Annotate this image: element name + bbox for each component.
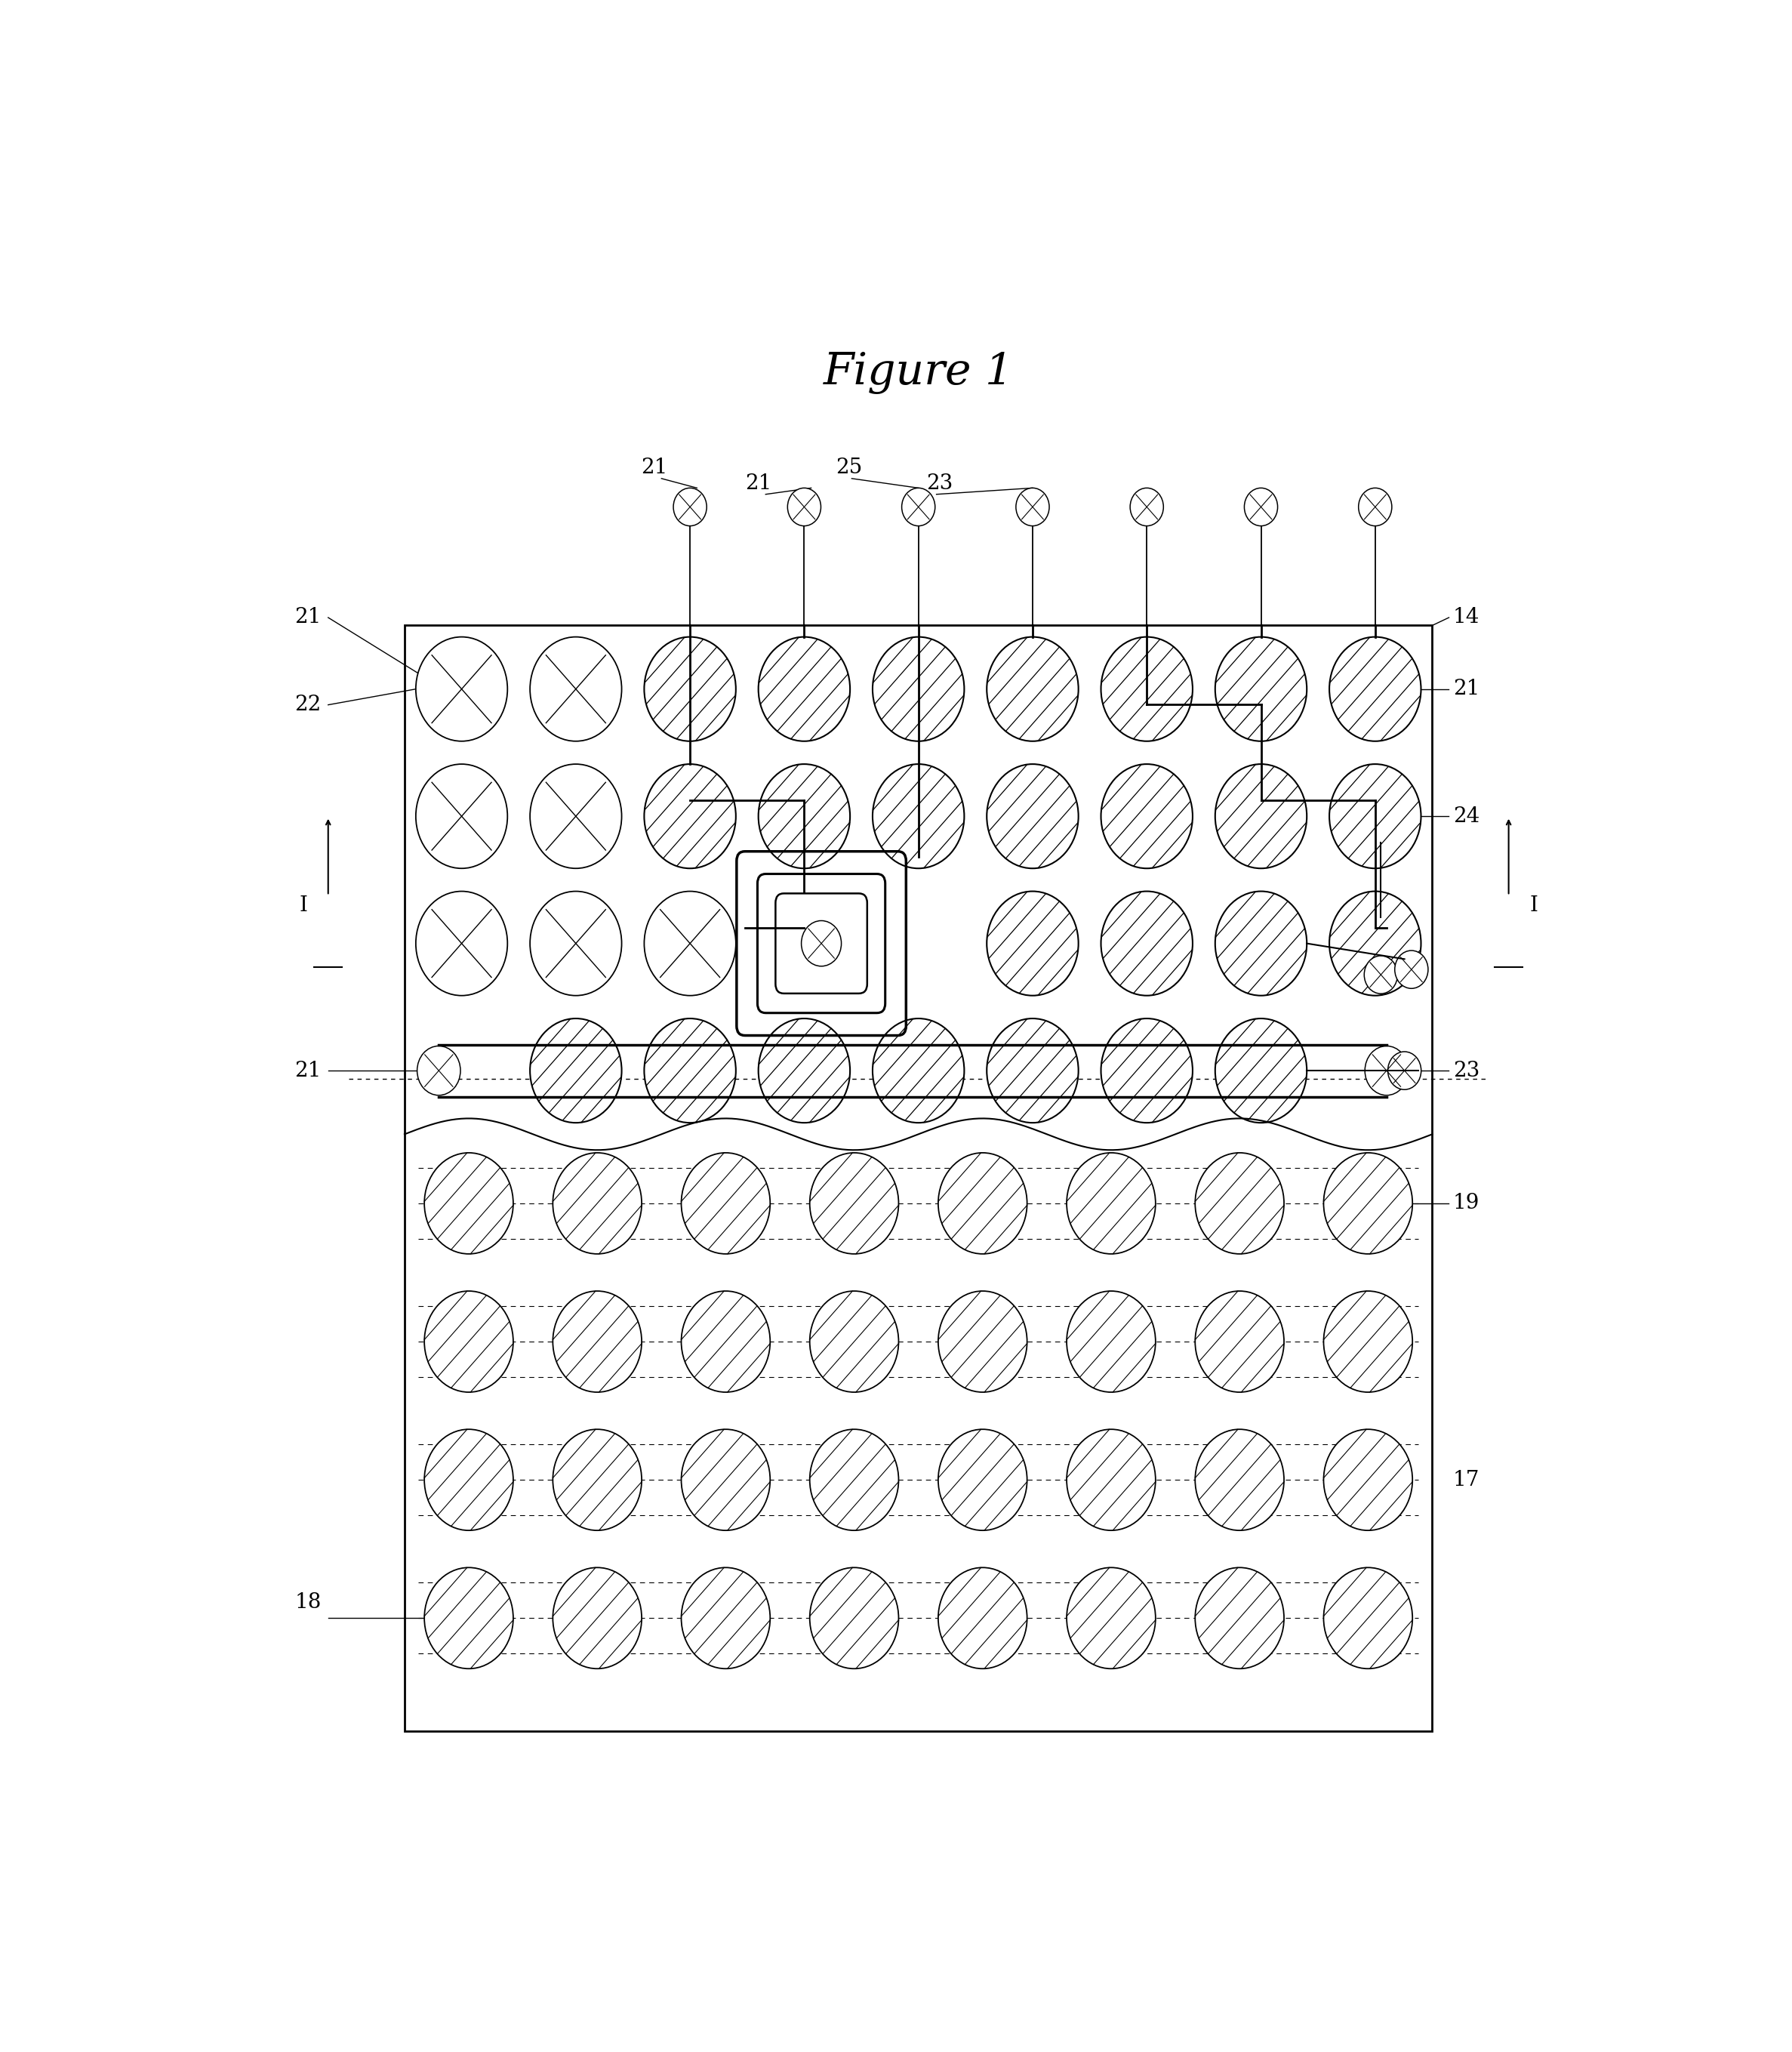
- Text: 24: 24: [1453, 806, 1480, 827]
- Text: I: I: [299, 895, 306, 915]
- Circle shape: [1330, 891, 1421, 995]
- Circle shape: [987, 763, 1079, 868]
- Circle shape: [530, 763, 622, 868]
- Circle shape: [1066, 1430, 1156, 1531]
- Circle shape: [552, 1291, 642, 1391]
- Text: 21: 21: [294, 607, 321, 628]
- Circle shape: [416, 891, 507, 995]
- Text: 21: 21: [294, 1061, 321, 1081]
- Circle shape: [425, 1568, 513, 1668]
- Circle shape: [1066, 1153, 1156, 1254]
- Text: I: I: [1530, 895, 1538, 915]
- Text: 25: 25: [835, 458, 862, 478]
- Circle shape: [1100, 763, 1193, 868]
- Circle shape: [873, 1018, 964, 1122]
- Circle shape: [643, 636, 737, 741]
- Circle shape: [530, 636, 622, 741]
- Circle shape: [681, 1568, 771, 1668]
- Circle shape: [1366, 1047, 1409, 1096]
- Circle shape: [530, 1018, 622, 1122]
- Circle shape: [801, 921, 840, 966]
- Circle shape: [1358, 488, 1392, 525]
- Circle shape: [987, 1018, 1079, 1122]
- Circle shape: [1387, 1053, 1421, 1090]
- Circle shape: [1195, 1291, 1285, 1391]
- Circle shape: [674, 488, 706, 525]
- Text: 14: 14: [1453, 607, 1480, 628]
- Circle shape: [1215, 891, 1306, 995]
- Circle shape: [552, 1153, 642, 1254]
- Circle shape: [939, 1568, 1027, 1668]
- Circle shape: [1324, 1430, 1412, 1531]
- Circle shape: [425, 1430, 513, 1531]
- Circle shape: [1330, 636, 1421, 741]
- Circle shape: [681, 1153, 771, 1254]
- Circle shape: [810, 1291, 898, 1391]
- Circle shape: [1215, 763, 1306, 868]
- Circle shape: [1195, 1568, 1285, 1668]
- Circle shape: [418, 1047, 461, 1096]
- Circle shape: [1100, 1018, 1193, 1122]
- Circle shape: [681, 1291, 771, 1391]
- Circle shape: [758, 636, 849, 741]
- Circle shape: [643, 891, 737, 995]
- Circle shape: [1131, 488, 1163, 525]
- Circle shape: [1244, 488, 1278, 525]
- Circle shape: [873, 636, 964, 741]
- Circle shape: [552, 1430, 642, 1531]
- Text: 21: 21: [1453, 679, 1480, 700]
- Circle shape: [987, 891, 1079, 995]
- Circle shape: [810, 1568, 898, 1668]
- Text: Figure 1: Figure 1: [823, 351, 1014, 394]
- Circle shape: [939, 1153, 1027, 1254]
- Circle shape: [1364, 956, 1398, 993]
- Text: 18: 18: [294, 1592, 321, 1613]
- Text: 22: 22: [294, 696, 321, 714]
- Circle shape: [416, 636, 507, 741]
- Circle shape: [643, 763, 737, 868]
- Circle shape: [939, 1430, 1027, 1531]
- Circle shape: [758, 763, 849, 868]
- Circle shape: [1215, 1018, 1306, 1122]
- Circle shape: [1066, 1568, 1156, 1668]
- Circle shape: [425, 1153, 513, 1254]
- Text: 23: 23: [1453, 1061, 1480, 1081]
- Circle shape: [1195, 1153, 1285, 1254]
- Circle shape: [1016, 488, 1050, 525]
- Circle shape: [681, 1430, 771, 1531]
- Text: 17: 17: [1453, 1469, 1480, 1490]
- Bar: [405, 626, 1432, 1732]
- Circle shape: [425, 1291, 513, 1391]
- Circle shape: [987, 636, 1079, 741]
- Circle shape: [1330, 763, 1421, 868]
- Circle shape: [643, 1018, 737, 1122]
- Circle shape: [1066, 1291, 1156, 1391]
- Circle shape: [810, 1430, 898, 1531]
- Circle shape: [810, 1153, 898, 1254]
- Circle shape: [1100, 891, 1193, 995]
- Circle shape: [939, 1291, 1027, 1391]
- Circle shape: [1324, 1153, 1412, 1254]
- Circle shape: [1195, 1430, 1285, 1531]
- Circle shape: [416, 763, 507, 868]
- Circle shape: [873, 763, 964, 868]
- Circle shape: [1100, 636, 1193, 741]
- Circle shape: [1324, 1568, 1412, 1668]
- Text: 21: 21: [642, 458, 668, 478]
- Circle shape: [1324, 1291, 1412, 1391]
- Circle shape: [787, 488, 821, 525]
- Circle shape: [1215, 636, 1306, 741]
- Circle shape: [1394, 950, 1428, 989]
- Text: 21: 21: [745, 474, 772, 492]
- Circle shape: [758, 1018, 849, 1122]
- Text: 19: 19: [1453, 1192, 1480, 1213]
- Text: 23: 23: [926, 474, 953, 492]
- Circle shape: [530, 891, 622, 995]
- Circle shape: [901, 488, 935, 525]
- Circle shape: [552, 1568, 642, 1668]
